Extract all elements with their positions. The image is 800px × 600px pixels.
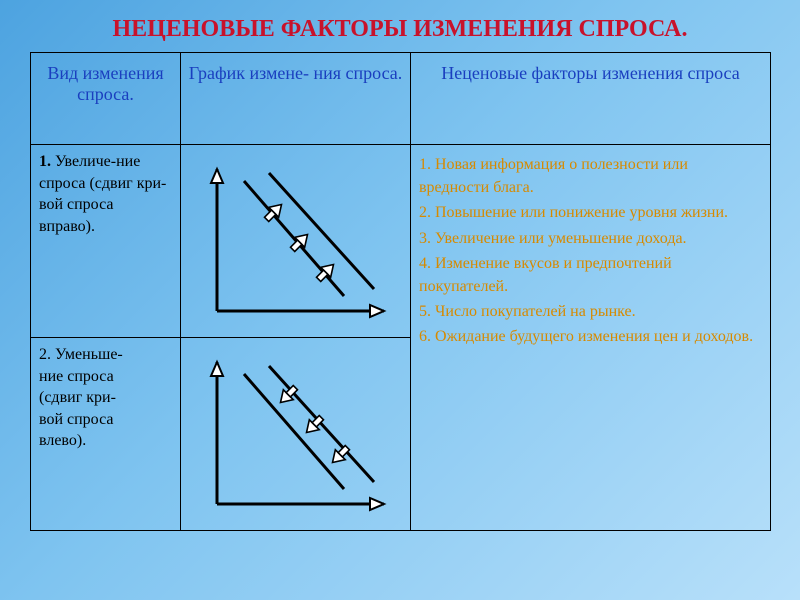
header-factors: Неценовые факторы изменения спроса (411, 53, 771, 145)
demand-factors-table: Вид изменения спроса. График измене- ния… (30, 52, 771, 531)
type-text-2: 2. Уменьше- ние спроса (сдвиг кри- вой с… (39, 346, 123, 449)
factor-item: 2. Повышение или понижение уровня жизни. (419, 201, 762, 224)
page-title: НЕЦЕНОВЫЕ ФАКТОРЫ ИЗМЕНЕНИЯ СПРОСА. (0, 0, 800, 52)
type-lead-1: 1. (39, 153, 55, 170)
factors-cell: 1. Новая информация о полезности или вре… (411, 145, 771, 531)
factor-item: 1. Новая информация о полезности или вре… (419, 153, 762, 199)
factor-item: 4. Изменение вкусов и предпочтений покуп… (419, 252, 762, 298)
factor-item: 5. Число покупателей на рынке. (419, 300, 762, 323)
type-cell-2: 2. Уменьше- ние спроса (сдвиг кри- вой с… (31, 338, 181, 531)
header-chart: График измене- ния спроса. (181, 53, 411, 145)
table-row: 1. Увеличе-ние спроса (сдвиг кри-вой спр… (31, 145, 771, 338)
table-header-row: Вид изменения спроса. График измене- ния… (31, 53, 771, 145)
chart-cell-1 (181, 145, 411, 338)
type-text-1: Увеличе-ние спроса (сдвиг кри-вой спроса… (39, 153, 166, 235)
header-type: Вид изменения спроса. (31, 53, 181, 145)
factor-item: 6. Ожидание будущего изменения цен и дох… (419, 325, 762, 348)
demand-shift-right-chart (189, 151, 399, 331)
factor-item: 3. Увеличение или уменьшение дохода. (419, 227, 762, 250)
demand-shift-left-chart (189, 344, 399, 524)
type-cell-1: 1. Увеличе-ние спроса (сдвиг кри-вой спр… (31, 145, 181, 338)
chart-cell-2 (181, 338, 411, 531)
